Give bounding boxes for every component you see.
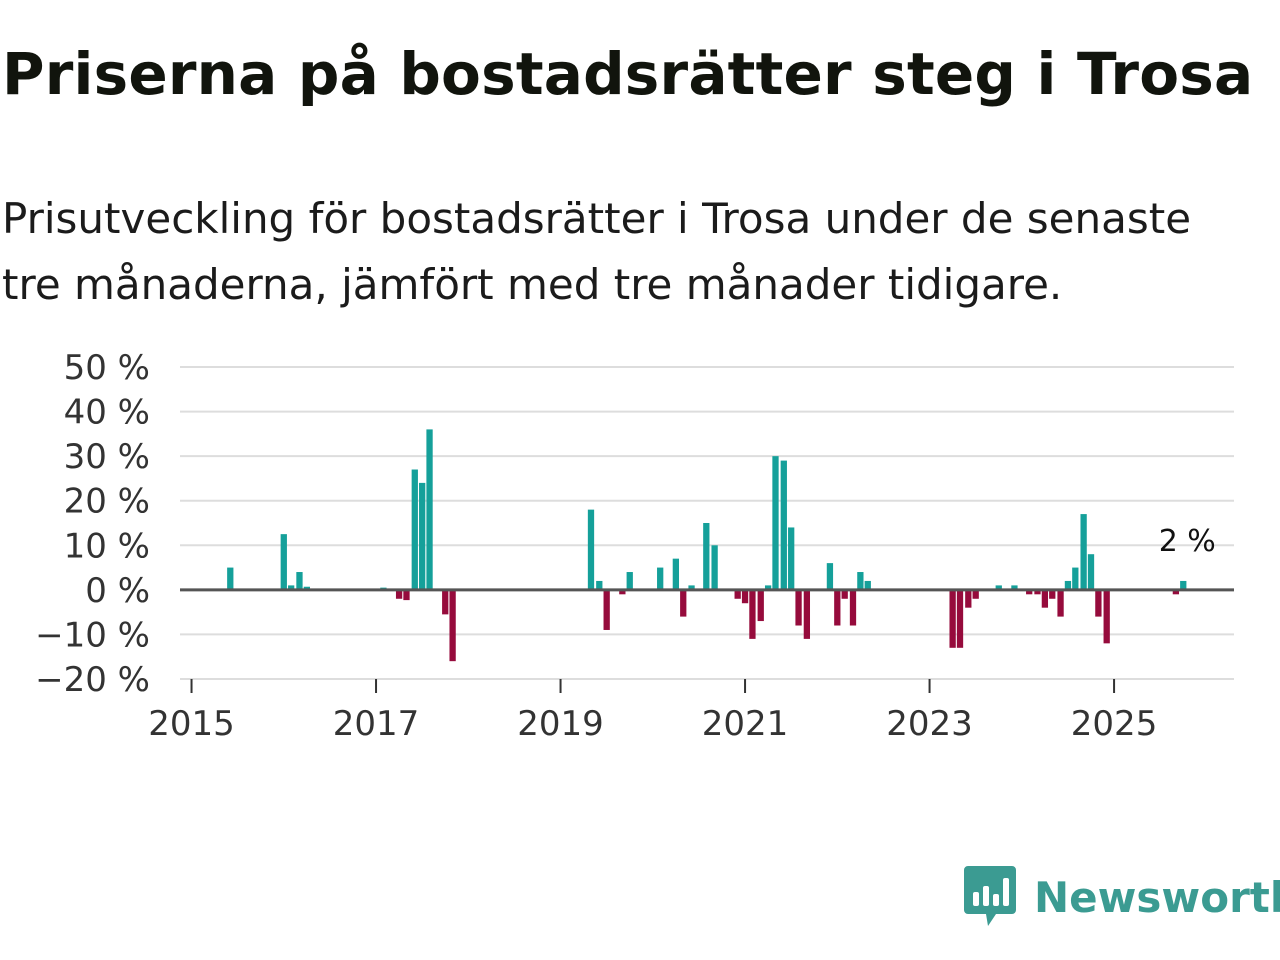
bar (734, 589, 741, 599)
bar (841, 589, 848, 599)
bar (680, 589, 687, 617)
bar (411, 469, 418, 590)
bar (227, 567, 234, 590)
chart-subtitle: Prisutveckling för bostadsrätter i Trosa… (2, 194, 1192, 309)
bar (1180, 580, 1187, 590)
bar (788, 527, 795, 590)
bar (995, 585, 1002, 590)
newsworthy-logo-icon (964, 866, 1016, 926)
bar (1034, 589, 1041, 595)
bar (949, 589, 956, 648)
bar (288, 585, 295, 590)
y-tick-label: 0 % (85, 571, 150, 611)
bar (1087, 554, 1095, 590)
y-tick-label: 50 % (64, 348, 150, 388)
bar (826, 563, 834, 590)
bar (395, 589, 403, 599)
y-tick-label: 30 % (64, 437, 150, 477)
bar (1026, 589, 1033, 595)
bar (1049, 589, 1056, 599)
bar (426, 429, 433, 590)
bar-chart: 50 % 40 %30 % 20 %10 % 0 %−10 % −20 %2015 201… (35, 348, 1234, 744)
y-tick-label: −10 % (35, 615, 150, 655)
bar (764, 585, 772, 590)
bar (864, 580, 871, 590)
last-value-label: 2 % (1159, 524, 1216, 559)
bar (757, 589, 764, 622)
bar (749, 589, 756, 639)
bar (780, 460, 787, 590)
x-tick-label: 2021 (702, 704, 789, 744)
bar (626, 572, 633, 590)
bar (956, 589, 964, 648)
bar (449, 589, 456, 662)
bar (857, 572, 864, 590)
x-tick-label: 2023 (886, 704, 973, 744)
bar (657, 567, 664, 590)
bar (741, 589, 749, 604)
bar (711, 545, 718, 590)
bar (596, 580, 603, 590)
x-tick-label: 2017 (333, 704, 420, 744)
bar (442, 589, 449, 615)
x-tick-label: 2015 (148, 704, 235, 744)
y-tick-label: 10 % (64, 526, 150, 566)
bar (688, 585, 695, 590)
bar (1041, 589, 1049, 608)
x-tick-label: 2019 (517, 704, 604, 744)
bar (280, 534, 287, 590)
bar (1080, 514, 1087, 590)
bar (803, 589, 811, 639)
x-tick-label: 2025 (1071, 704, 1158, 744)
bar (672, 558, 680, 590)
brand-name: Newsworthy (1034, 872, 1280, 922)
bar (772, 456, 779, 590)
bar (419, 482, 426, 590)
bar (965, 589, 972, 608)
bar (1172, 589, 1180, 595)
axes: 50 % 40 %30 % 20 %10 % 0 %−10 % −20 %2015 201… (35, 348, 1234, 744)
bar (296, 572, 303, 590)
bar (1057, 589, 1064, 617)
bar (1072, 567, 1079, 590)
y-tick-label: −20 % (35, 660, 150, 700)
bar (1064, 580, 1072, 590)
newsworthy-logo: Newsworthy (964, 866, 1280, 928)
bar (303, 586, 310, 590)
y-tick-label: 40 % (64, 393, 150, 433)
bar (849, 589, 857, 626)
bar (587, 509, 595, 590)
bar (403, 589, 410, 601)
bar (603, 589, 610, 630)
bar (795, 589, 802, 626)
y-tick-label: 20 % (64, 482, 150, 522)
bar (1011, 585, 1018, 590)
bar (1103, 589, 1110, 644)
bar (834, 589, 841, 626)
bar (1095, 589, 1102, 617)
bar (619, 589, 626, 595)
bar (972, 589, 979, 599)
bars (227, 429, 1187, 662)
bar (703, 523, 710, 590)
page-title: Priserna på bostadsrätter steg i Trosa (2, 40, 1254, 108)
